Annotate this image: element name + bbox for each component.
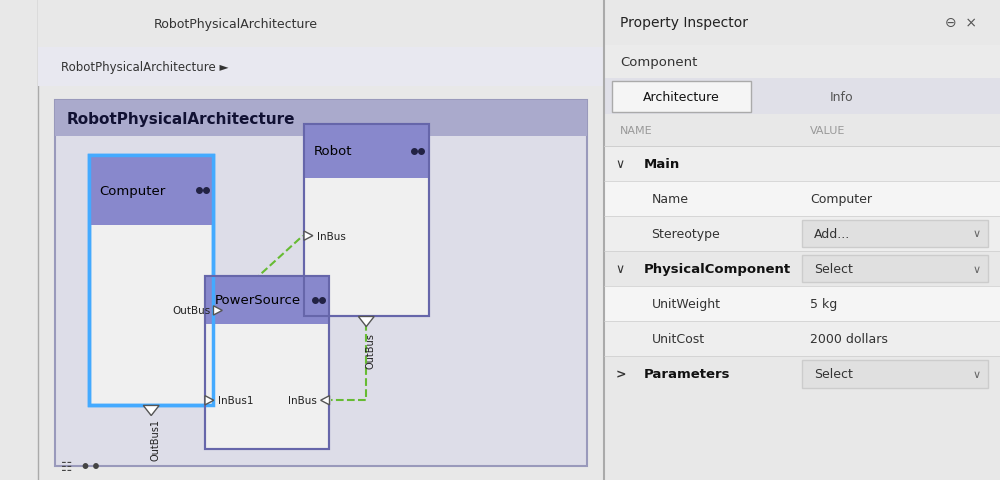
FancyBboxPatch shape bbox=[604, 146, 1000, 181]
Polygon shape bbox=[213, 306, 222, 315]
Text: RobotPhysicalArchitecture ►: RobotPhysicalArchitecture ► bbox=[61, 60, 228, 74]
FancyBboxPatch shape bbox=[89, 156, 213, 226]
FancyBboxPatch shape bbox=[205, 276, 329, 324]
Text: RobotPhysicalArchitecture: RobotPhysicalArchitecture bbox=[154, 17, 318, 31]
Text: Component: Component bbox=[620, 56, 697, 69]
FancyBboxPatch shape bbox=[604, 287, 1000, 322]
FancyBboxPatch shape bbox=[604, 0, 1000, 46]
Text: RobotPhysicalArchitecture: RobotPhysicalArchitecture bbox=[66, 111, 295, 126]
FancyBboxPatch shape bbox=[604, 79, 1000, 115]
Text: OutBus: OutBus bbox=[172, 306, 211, 316]
Text: UnitCost: UnitCost bbox=[652, 333, 705, 346]
FancyBboxPatch shape bbox=[304, 125, 429, 317]
Text: ∨: ∨ bbox=[972, 369, 980, 379]
Text: 2000 dollars: 2000 dollars bbox=[810, 333, 888, 346]
FancyBboxPatch shape bbox=[604, 357, 1000, 392]
Polygon shape bbox=[304, 231, 313, 241]
Text: UnitWeight: UnitWeight bbox=[652, 298, 721, 311]
Text: PowerSource: PowerSource bbox=[215, 294, 301, 307]
Text: Name: Name bbox=[652, 192, 689, 205]
Text: InBus: InBus bbox=[288, 396, 316, 406]
FancyBboxPatch shape bbox=[802, 360, 988, 388]
FancyBboxPatch shape bbox=[55, 101, 587, 137]
Text: ∨: ∨ bbox=[616, 157, 625, 170]
Polygon shape bbox=[205, 396, 214, 405]
FancyBboxPatch shape bbox=[604, 216, 1000, 252]
FancyBboxPatch shape bbox=[89, 156, 213, 406]
FancyBboxPatch shape bbox=[304, 125, 429, 179]
Text: Property Inspector: Property Inspector bbox=[620, 16, 748, 30]
Text: ∨: ∨ bbox=[972, 264, 980, 274]
FancyBboxPatch shape bbox=[55, 101, 587, 466]
Text: ∨: ∨ bbox=[616, 263, 625, 276]
Text: Computer: Computer bbox=[810, 192, 872, 205]
Text: InBus1: InBus1 bbox=[218, 396, 253, 406]
FancyBboxPatch shape bbox=[604, 46, 1000, 79]
Text: Parameters: Parameters bbox=[644, 368, 730, 381]
Text: Select: Select bbox=[814, 263, 853, 276]
FancyBboxPatch shape bbox=[604, 115, 1000, 146]
Text: ☷  ⚫⚫: ☷ ⚫⚫ bbox=[61, 460, 101, 473]
Text: Stereotype: Stereotype bbox=[652, 228, 720, 240]
FancyBboxPatch shape bbox=[612, 82, 751, 112]
Text: Computer: Computer bbox=[99, 184, 165, 197]
FancyBboxPatch shape bbox=[604, 181, 1000, 216]
Text: ⊖  ×: ⊖ × bbox=[945, 16, 977, 30]
Text: PhysicalComponent: PhysicalComponent bbox=[644, 263, 791, 276]
Text: 5 kg: 5 kg bbox=[810, 298, 837, 311]
Text: OutBus: OutBus bbox=[365, 333, 375, 368]
Text: VALUE: VALUE bbox=[810, 126, 845, 136]
FancyBboxPatch shape bbox=[205, 276, 329, 449]
FancyBboxPatch shape bbox=[38, 0, 604, 48]
FancyBboxPatch shape bbox=[604, 252, 1000, 287]
Text: Architecture: Architecture bbox=[643, 91, 720, 104]
Text: Add...: Add... bbox=[814, 228, 850, 240]
Text: Info: Info bbox=[830, 91, 853, 104]
FancyBboxPatch shape bbox=[604, 322, 1000, 357]
Text: Select: Select bbox=[814, 368, 853, 381]
FancyBboxPatch shape bbox=[802, 255, 988, 283]
FancyBboxPatch shape bbox=[802, 220, 988, 248]
Polygon shape bbox=[321, 396, 329, 405]
Text: OutBus1: OutBus1 bbox=[150, 418, 160, 460]
Text: >: > bbox=[616, 368, 626, 381]
Polygon shape bbox=[143, 406, 159, 416]
Text: Main: Main bbox=[644, 157, 680, 170]
Polygon shape bbox=[358, 317, 374, 327]
Text: InBus: InBus bbox=[317, 231, 346, 241]
FancyBboxPatch shape bbox=[38, 48, 604, 86]
Text: Robot: Robot bbox=[314, 145, 352, 158]
Text: NAME: NAME bbox=[620, 126, 652, 136]
Text: ∨: ∨ bbox=[972, 229, 980, 239]
